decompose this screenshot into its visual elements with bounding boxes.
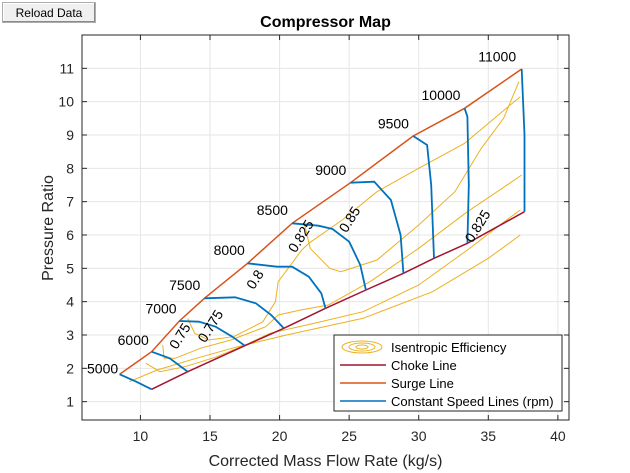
y-tick-label: 1 <box>66 394 74 410</box>
speed-line-9500 <box>412 135 435 259</box>
y-tick-label: 10 <box>58 94 74 110</box>
y-tick-label: 6 <box>66 227 74 243</box>
legend-label-speed: Constant Speed Lines (rpm) <box>391 394 554 409</box>
speed-label: 8500 <box>257 202 288 218</box>
y-tick-label: 4 <box>66 294 74 310</box>
axes-frame <box>81 34 570 421</box>
surge-line <box>119 68 523 375</box>
x-tick-label: 10 <box>133 428 149 444</box>
speed-line-9000 <box>350 180 405 274</box>
efficiency-contour-0-825 <box>187 96 521 341</box>
legend-label-choke: Choke Line <box>391 358 457 373</box>
reload-data-button[interactable]: Reload Data <box>2 2 96 23</box>
x-axis-label: Corrected Mass Flow Rate (kg/s) <box>209 453 443 470</box>
y-tick-label: 9 <box>66 127 74 143</box>
efficiency-label: 0.825 <box>285 217 317 255</box>
speed-line-11000 <box>520 68 526 212</box>
efficiency-contour-0-85 <box>304 81 520 273</box>
speed-label: 5000 <box>87 360 118 376</box>
speed-line-6000 <box>151 350 189 373</box>
ticks: 10 15 20 25 30 35 40 1 2 3 4 5 6 7 8 9 10 11 <box>58 35 569 444</box>
speed-line-5000 <box>119 373 153 391</box>
x-tick-label: 40 <box>550 428 566 444</box>
speed-label: 7000 <box>145 300 176 316</box>
speed-label: 6000 <box>118 332 149 348</box>
y-tick-label: 8 <box>66 160 74 176</box>
legend-efficiency-icon <box>341 340 383 354</box>
speed-label: 9000 <box>315 162 346 178</box>
speed-label: 8000 <box>214 242 245 258</box>
legend-label-efficiency: Isentropic Efficiency <box>391 340 507 355</box>
x-tick-label: 25 <box>341 428 357 444</box>
y-tick-label: 3 <box>66 327 74 343</box>
speed-label: 10000 <box>422 87 461 103</box>
efficiency-label: 0.85 <box>335 203 363 235</box>
legend-efficiency-icon <box>348 342 376 352</box>
speed-line-8500 <box>292 222 367 291</box>
efficiency-contour-0-8 <box>162 174 522 359</box>
y-axis-label: Pressure Ratio <box>40 175 57 281</box>
legend: Isentropic Efficiency Choke Line Surge Lin… <box>333 334 563 412</box>
x-tick-label: 30 <box>411 428 427 444</box>
speed-line-8000 <box>247 262 327 309</box>
chart-title: Compressor Map <box>260 14 391 31</box>
efficiency-label: 0.8 <box>243 267 267 292</box>
efficiency-label: 0.75 <box>166 320 194 352</box>
efficiency-contours <box>129 81 522 383</box>
x-tick-label: 15 <box>202 428 218 444</box>
y-tick-label: 5 <box>66 260 74 276</box>
legend-box <box>333 334 563 412</box>
x-tick-label: 35 <box>481 428 497 444</box>
efficiency-contour-0-75 <box>129 234 521 383</box>
legend-efficiency-icon <box>355 344 369 350</box>
y-tick-label: 7 <box>66 194 74 210</box>
speed-label: 11000 <box>478 49 516 65</box>
efficiency-label: 0.775 <box>194 307 226 345</box>
x-tick-label: 20 <box>272 428 288 444</box>
y-tick-label: 11 <box>59 60 74 76</box>
data-lines <box>119 68 526 391</box>
y-tick-label: 2 <box>66 360 74 376</box>
speed-label: 9500 <box>378 115 409 131</box>
choke-line <box>151 211 525 390</box>
speed-line-10000 <box>463 108 470 244</box>
speed-line-7000 <box>179 320 246 347</box>
speed-label: 7500 <box>169 277 200 293</box>
legend-label-surge: Surge Line <box>391 376 454 391</box>
speed-line-7500 <box>204 296 285 329</box>
